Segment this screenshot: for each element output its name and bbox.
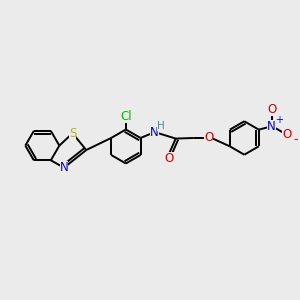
Text: S: S [69, 127, 76, 140]
Text: Cl: Cl [120, 110, 132, 123]
Text: N: N [150, 126, 159, 139]
Text: O: O [204, 131, 213, 145]
Text: N: N [60, 161, 68, 174]
Text: O: O [267, 103, 276, 116]
Text: -: - [293, 133, 298, 146]
Text: O: O [282, 128, 291, 141]
Text: +: + [275, 115, 283, 125]
Text: H: H [157, 121, 165, 131]
Text: N: N [267, 120, 276, 133]
Text: O: O [165, 152, 174, 165]
